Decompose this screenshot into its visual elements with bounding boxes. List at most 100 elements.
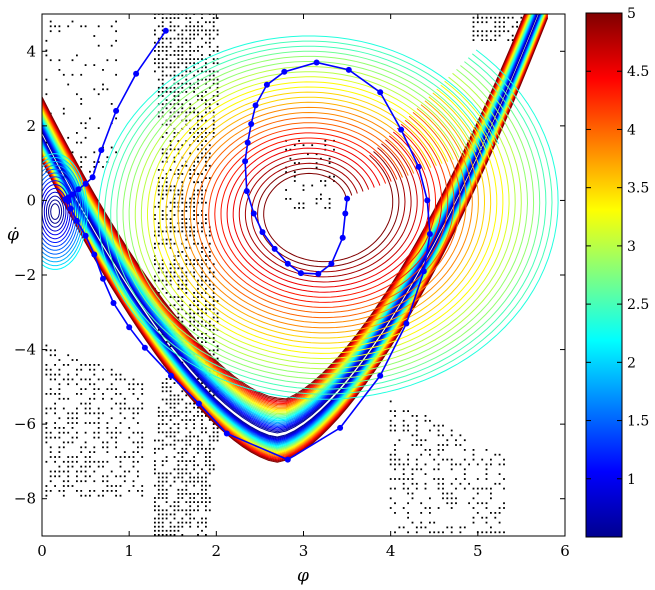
boundary-dot xyxy=(67,364,70,366)
boundary-dot xyxy=(189,177,192,179)
boundary-dot xyxy=(157,25,160,28)
boundary-dot xyxy=(516,21,518,24)
boundary-dot xyxy=(197,328,199,331)
boundary-dot xyxy=(389,463,392,466)
boundary-dot xyxy=(177,427,180,430)
boundary-dot xyxy=(205,292,207,294)
boundary-dot xyxy=(201,127,203,130)
boundary-dot xyxy=(208,472,211,475)
boundary-dot xyxy=(154,472,156,475)
boundary-dot xyxy=(169,119,172,122)
basin-contour xyxy=(42,168,80,255)
boundary-dot xyxy=(481,34,484,37)
boundary-dot xyxy=(193,328,195,331)
boundary-dot xyxy=(208,328,211,331)
spiral-contour xyxy=(232,135,424,288)
boundary-dot xyxy=(165,279,168,282)
boundary-dot xyxy=(119,422,122,424)
boundary-dot xyxy=(165,480,168,483)
boundary-dot xyxy=(328,202,331,205)
boundary-dot xyxy=(173,242,176,245)
boundary-dot xyxy=(516,25,518,28)
trajectory-point xyxy=(91,251,98,258)
boundary-dot xyxy=(212,292,215,294)
boundary-dot xyxy=(177,525,180,528)
boundary-dot xyxy=(494,531,497,534)
boundary-dot xyxy=(201,308,203,311)
boundary-dot xyxy=(161,488,164,491)
boundary-dot xyxy=(189,525,192,528)
boundary-dot xyxy=(424,439,427,442)
boundary-dot xyxy=(49,354,52,357)
valley-contour xyxy=(42,14,526,400)
boundary-dot xyxy=(173,205,176,208)
boundary-dot xyxy=(181,472,184,475)
y-tick-label: 0 xyxy=(26,191,36,209)
boundary-dot xyxy=(137,397,139,400)
boundary-dot xyxy=(119,475,122,478)
boundary-dot xyxy=(84,136,87,139)
boundary-dot xyxy=(102,83,104,86)
boundary-dot xyxy=(201,70,203,73)
boundary-dot xyxy=(498,25,501,28)
boundary-dot xyxy=(137,441,139,444)
boundary-dot xyxy=(494,16,497,19)
boundary-dot xyxy=(157,45,160,48)
spiral-contour xyxy=(134,66,522,370)
boundary-dot xyxy=(157,91,160,93)
boundary-dot xyxy=(181,509,184,512)
boundary-dot xyxy=(165,382,168,384)
boundary-dot xyxy=(154,497,156,499)
boundary-dot xyxy=(161,431,164,434)
trajectory-point xyxy=(284,260,291,267)
boundary-dot xyxy=(208,447,211,450)
boundary-dot xyxy=(433,458,436,461)
boundary-dot xyxy=(173,99,176,101)
boundary-dot xyxy=(333,175,335,178)
boundary-dot xyxy=(76,412,78,415)
boundary-dot xyxy=(76,475,78,478)
boundary-dot xyxy=(490,526,492,529)
boundary-dot xyxy=(154,525,156,528)
boundary-dot xyxy=(173,115,176,118)
basin-contour xyxy=(43,191,67,232)
valley-contour xyxy=(42,14,535,424)
boundary-dot xyxy=(320,180,322,182)
valley-contour xyxy=(42,14,529,408)
boundary-dot xyxy=(93,431,96,434)
spiral-contour xyxy=(263,155,394,263)
boundary-dot xyxy=(193,275,195,278)
boundary-dot xyxy=(407,410,409,412)
boundary-dot xyxy=(197,50,199,52)
boundary-dot xyxy=(54,25,56,28)
boundary-dot xyxy=(169,230,172,233)
boundary-dot xyxy=(84,422,87,424)
boundary-dot xyxy=(193,111,195,114)
boundary-dot xyxy=(189,107,192,110)
boundary-dot xyxy=(115,39,117,42)
boundary-dot xyxy=(173,431,176,434)
boundary-dot xyxy=(97,364,100,366)
boundary-dot xyxy=(193,263,195,266)
boundary-dot xyxy=(80,166,83,168)
boundary-dot xyxy=(123,407,126,410)
boundary-dot xyxy=(84,388,87,390)
boundary-dot xyxy=(476,478,479,480)
boundary-dot xyxy=(181,452,184,454)
boundary-dot xyxy=(157,447,160,450)
boundary-dot xyxy=(137,431,139,434)
boundary-dot xyxy=(54,422,56,424)
boundary-dot xyxy=(189,320,192,323)
boundary-dot xyxy=(115,30,117,33)
boundary-dot xyxy=(177,497,180,499)
boundary-dot xyxy=(58,451,61,453)
boundary-dot xyxy=(472,25,475,28)
boundary-dot xyxy=(216,435,219,438)
boundary-dot xyxy=(389,487,392,490)
boundary-dot xyxy=(205,333,207,335)
boundary-dot xyxy=(173,156,176,159)
boundary-dot xyxy=(132,383,135,386)
spiral-contour xyxy=(171,96,486,339)
boundary-dot xyxy=(181,33,184,36)
boundary-dot xyxy=(181,45,184,48)
